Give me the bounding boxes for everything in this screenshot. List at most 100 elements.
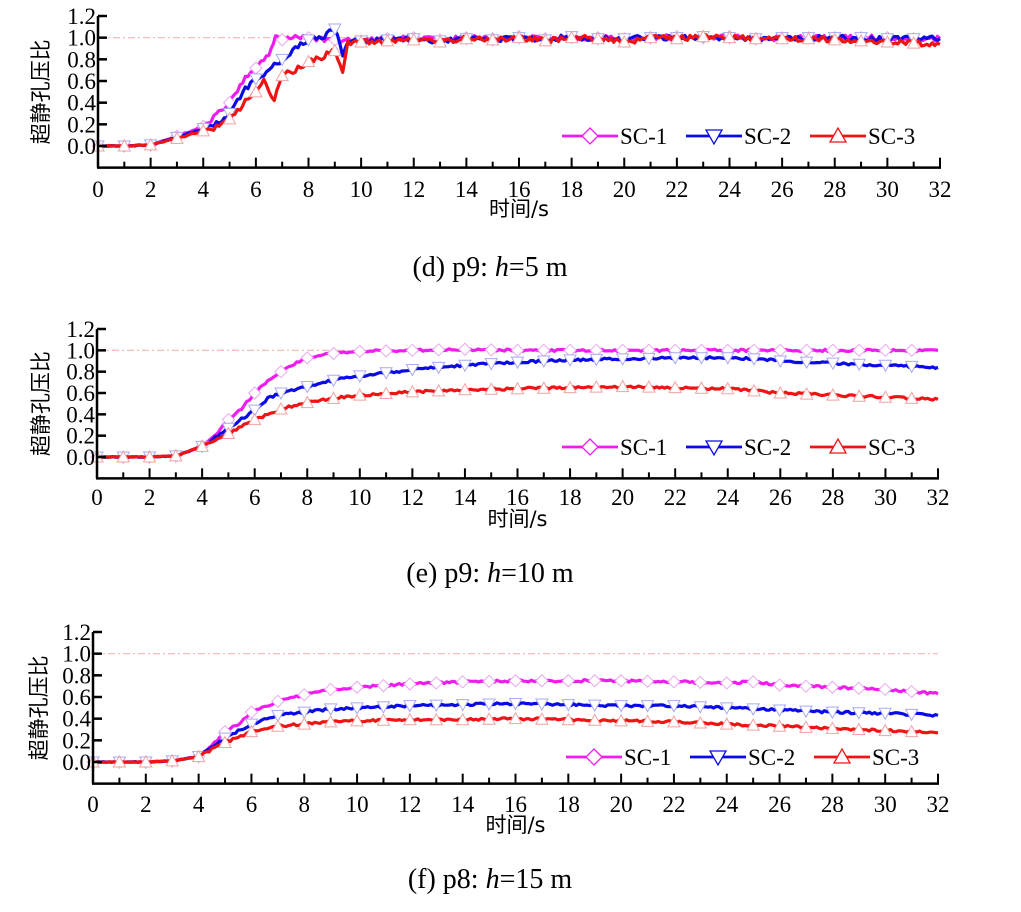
- data-point-sc-3: [642, 380, 656, 393]
- data-point-sc-1: [405, 343, 420, 358]
- data-point-sc-3: [799, 720, 813, 733]
- data-point-sc-3: [694, 381, 709, 394]
- data-point-sc-2: [300, 381, 315, 394]
- legend-label: SC-3: [868, 124, 915, 149]
- y-axis-label: 超静孔压比: [29, 39, 53, 144]
- data-point-sc-3: [326, 391, 341, 404]
- data-point-sc-2: [352, 370, 367, 383]
- data-point-sc-2: [326, 374, 341, 388]
- data-point-sc-2: [561, 699, 576, 712]
- series-line-sc-1: [97, 32, 942, 149]
- triangle-up-marker-icon: [832, 747, 852, 764]
- data-point-sc-2: [323, 703, 338, 716]
- diamond-marker-icon: [581, 438, 599, 456]
- data-point-sc-2: [301, 34, 316, 47]
- data-point-sc-3: [668, 380, 683, 394]
- x-tick-label: 30: [876, 177, 899, 202]
- data-point-sc-3: [878, 723, 893, 737]
- x-tick-label: 20: [611, 485, 634, 510]
- data-point-sc-3: [719, 717, 734, 730]
- triangle-down-marker-icon: [708, 750, 728, 767]
- data-point-sc-2: [350, 702, 364, 715]
- legend-label: SC-2: [748, 745, 795, 770]
- data-point-sc-3: [138, 754, 153, 768]
- y-axis-label: 超静孔压比: [29, 351, 53, 456]
- y-tick-label: 0.8: [66, 360, 95, 385]
- x-axis-label: 时间/s: [487, 507, 547, 531]
- data-point-sc-1: [247, 386, 262, 400]
- legend-item-sc-2: SC-2: [690, 745, 795, 770]
- y-tick-label: 0.4: [62, 707, 91, 732]
- data-point-sc-1: [274, 364, 288, 379]
- data-point-sc-3: [508, 711, 523, 725]
- x-tick-label: 8: [303, 177, 315, 202]
- data-point-sc-2: [642, 352, 656, 366]
- chart-panel-2: 0.00.20.40.60.81.01.20 2 4 6 8 10 12 14 16 18 20 22…: [29, 317, 950, 589]
- data-point-sc-3: [195, 439, 209, 452]
- data-point-sc-1: [271, 694, 285, 709]
- data-point-sc-3: [878, 390, 893, 403]
- x-tick-label: 12: [401, 485, 424, 510]
- figure-caption: (d) p9: h=5 m: [412, 252, 567, 283]
- x-tick-label: 20: [610, 792, 633, 817]
- x-tick-label: 28: [821, 485, 844, 510]
- x-tick-label: 14: [451, 792, 475, 817]
- legend-item-sc-1: SC-1: [566, 745, 671, 770]
- data-point-sc-3: [247, 412, 262, 426]
- y-tick-label: 0.2: [67, 112, 96, 137]
- y-tick-label: 1.2: [66, 317, 95, 342]
- series-line-sc-2: [97, 28, 941, 148]
- data-point-sc-2: [379, 367, 393, 380]
- data-point-sc-3: [300, 395, 315, 409]
- data-point-sc-3: [746, 718, 760, 731]
- y-tick-label: 0.6: [67, 69, 96, 94]
- data-point-sc-3: [143, 137, 158, 151]
- x-tick-label: 26: [768, 792, 791, 817]
- data-point-sc-3: [323, 714, 338, 728]
- x-tick-label: 28: [821, 792, 844, 817]
- data-point-sc-2: [904, 360, 919, 374]
- data-point-sc-2: [904, 708, 919, 722]
- triangle-down-marker-icon: [704, 129, 724, 146]
- data-point-sc-2: [274, 387, 288, 401]
- data-point-sc-1: [799, 343, 814, 358]
- data-point-sc-3: [561, 712, 576, 726]
- data-point-sc-3: [485, 32, 500, 46]
- caption-prefix: (d) p9:: [412, 252, 494, 283]
- data-point-sc-2: [508, 698, 523, 711]
- diamond-marker-icon: [585, 748, 603, 766]
- data-point-sc-3: [275, 68, 290, 82]
- data-point-sc-3: [538, 33, 553, 47]
- data-point-sc-3: [589, 380, 604, 393]
- data-point-sc-2: [694, 352, 709, 365]
- caption-prefix: (f) p8:: [408, 864, 486, 895]
- data-point-sc-1: [693, 675, 708, 690]
- caption-variable: h: [487, 558, 501, 589]
- data-point-sc-1: [852, 343, 866, 358]
- data-point-sc-3: [693, 715, 708, 729]
- data-point-sc-3: [643, 30, 658, 44]
- y-tick-label: 0.0: [67, 134, 96, 159]
- data-point-sc-3: [826, 388, 840, 401]
- x-tick-label: 6: [246, 792, 258, 817]
- data-point-sc-2: [614, 700, 628, 713]
- data-point-sc-2: [563, 354, 577, 367]
- x-tick-label: 4: [198, 177, 210, 202]
- data-point-sc-3: [327, 43, 342, 57]
- data-point-sc-3: [191, 749, 206, 763]
- x-tick-label: 18: [559, 485, 582, 510]
- chart-panel-1: 0.00.20.40.60.81.01.20 2 4 6 8 10 12 14 16 18 20 22…: [29, 4, 952, 283]
- x-tick-label: 32: [927, 485, 950, 510]
- data-point-sc-3: [904, 724, 919, 738]
- data-point-sc-3: [563, 380, 577, 394]
- data-point-sc-3: [587, 713, 602, 726]
- data-point-sc-2: [247, 404, 262, 418]
- x-tick-label: 30: [874, 792, 897, 817]
- y-tick-label: 1.0: [62, 642, 91, 667]
- x-tick-label: 20: [613, 177, 636, 202]
- data-point-sc-2: [826, 357, 840, 371]
- y-tick-label: 1.0: [66, 338, 95, 363]
- data-point-sc-1: [376, 678, 391, 693]
- y-tick-label: 0.8: [62, 663, 91, 688]
- data-point-sc-3: [748, 31, 763, 45]
